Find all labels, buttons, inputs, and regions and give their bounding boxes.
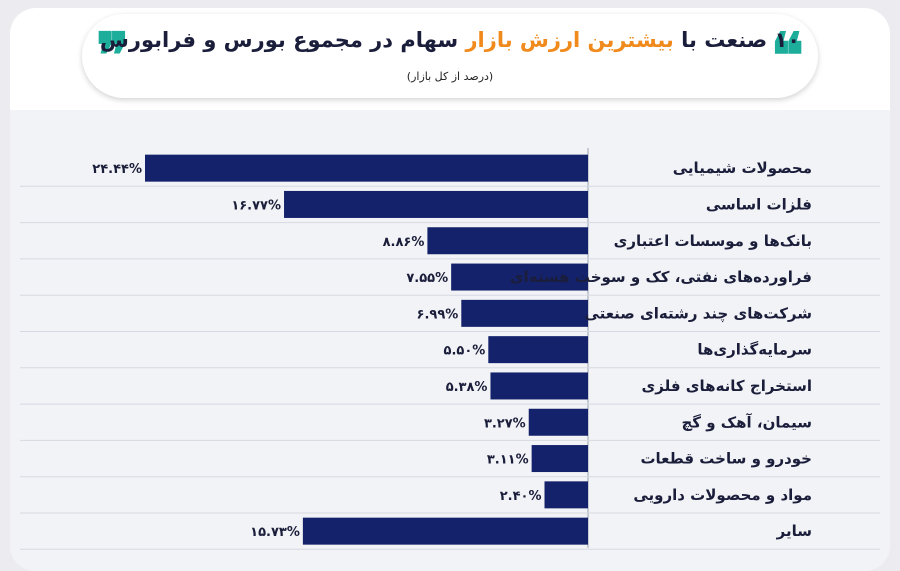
chart-panel <box>10 110 890 571</box>
category-label: فلزات اساسی <box>706 195 812 213</box>
category-label: بانک‌ها و موسسات اعتباری <box>614 232 812 250</box>
value-label: ۳.۲۷% <box>484 416 526 431</box>
category-label: سرمایه‌گذاری‌ها <box>697 341 812 359</box>
bar <box>544 481 588 509</box>
category-label: سایر <box>776 522 812 540</box>
value-label: ۸.۸۶% <box>383 235 425 250</box>
title-banner: ❞ ❝ ۱۰ صنعت با بیشترین ارزش بازار سهام د… <box>82 14 818 98</box>
bar <box>427 227 588 255</box>
value-label: ۳.۱۱% <box>487 453 529 468</box>
category-label: سیمان، آهک و گچ <box>682 413 813 431</box>
value-label: ۲۴.۴۴% <box>92 162 142 177</box>
infographic-card: ❞ ❝ ۱۰ صنعت با بیشترین ارزش بازار سهام د… <box>10 8 890 571</box>
category-label: استخراج کانه‌های فلزی <box>642 377 812 395</box>
value-label: ۱۶.۷۷% <box>231 198 281 213</box>
category-label: مواد و محصولات دارویی <box>633 486 812 504</box>
bar <box>302 517 588 545</box>
value-label: ۶.۹۹% <box>417 307 459 322</box>
bar <box>145 154 588 182</box>
bar <box>284 190 588 218</box>
chart-title: ۱۰ صنعت با بیشترین ارزش بازار سهام در مج… <box>82 28 818 52</box>
category-label: محصولات شیمیایی <box>673 159 812 177</box>
bar <box>451 263 588 291</box>
value-label: ۵.۳۸% <box>446 380 488 395</box>
quote-close-icon: ❝ <box>770 19 804 92</box>
value-label: ۵.۵۰% <box>444 344 486 359</box>
title-highlight: بیشترین ارزش بازار <box>465 28 674 52</box>
bar <box>528 408 588 436</box>
category-label: خودرو و ساخت قطعات <box>640 450 812 468</box>
category-label: شرکت‌های چند رشته‌ای صنعتی <box>584 304 812 323</box>
bar <box>488 336 588 364</box>
title-post: سهام در مجموع بورس و فرابورس <box>99 28 466 52</box>
value-label: ۷.۵۵% <box>406 271 448 286</box>
bar <box>490 372 588 400</box>
bar <box>531 445 588 473</box>
bar <box>461 299 588 327</box>
category-label: فراورده‌های نفتی، کک و سوخت هسته‌ای <box>510 268 812 286</box>
value-label: ۱۵.۷۳% <box>250 525 300 540</box>
chart-subtitle: (درصد از کل بازار) <box>406 70 494 83</box>
quote-open-icon: ❞ <box>96 19 130 92</box>
title-pre: ۱۰ صنعت با <box>673 28 801 52</box>
value-label: ۲.۴۰% <box>500 489 542 504</box>
